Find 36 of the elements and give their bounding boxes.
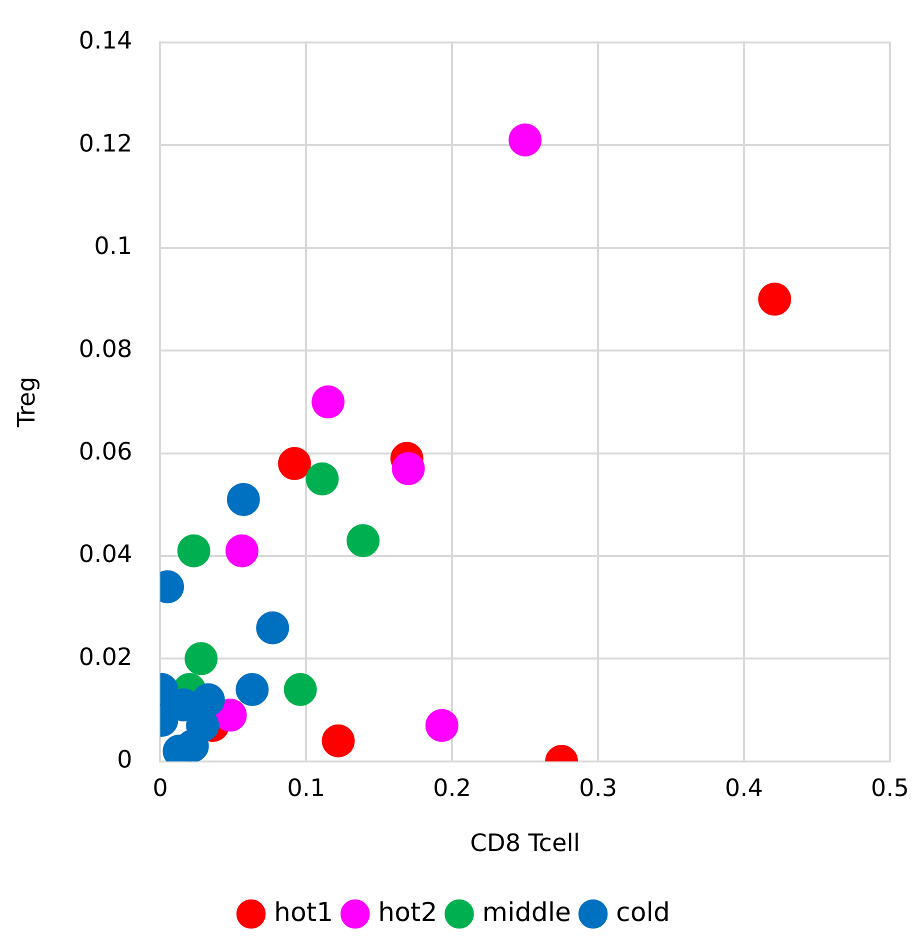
point (256, 611, 290, 644)
x-tick-label: 0.5 (870, 774, 909, 802)
point (225, 534, 258, 568)
x-tick-label: 0 (152, 774, 168, 802)
y-tick-label: 0.14 (78, 26, 132, 55)
point (226, 482, 260, 516)
point (278, 447, 311, 480)
point (236, 673, 269, 706)
legend-label: middle (482, 898, 572, 928)
y-tick-label: 0.02 (78, 642, 132, 671)
x-axis-title: CD8 Tcell (470, 828, 580, 857)
point (346, 524, 380, 558)
point (184, 642, 218, 676)
point (284, 673, 317, 706)
x-tick-label: 0.2 (433, 774, 472, 802)
point (322, 724, 355, 758)
y-tick-label: 0.12 (78, 129, 132, 158)
point (177, 534, 210, 568)
y-tick-label: 0.08 (78, 334, 132, 363)
y-tick-label: 0.1 (94, 232, 132, 260)
point (758, 282, 792, 316)
point (508, 123, 542, 156)
point (306, 462, 339, 496)
legend-label: hot2 (378, 898, 438, 928)
y-axis-title: Treg (12, 376, 41, 428)
x-tick-label: 0.1 (287, 774, 326, 802)
point (425, 708, 458, 742)
legend-label: cold (616, 898, 670, 928)
y-tick-label: 0.06 (78, 437, 132, 466)
x-tick-label: 0.3 (578, 774, 618, 802)
y-tick-label: 0.04 (78, 540, 132, 568)
x-tick-label: 0.4 (724, 774, 764, 802)
point (312, 385, 345, 418)
y-tick-label: 0 (116, 746, 132, 774)
point (392, 452, 425, 486)
legend-label: hot1 (274, 898, 334, 928)
